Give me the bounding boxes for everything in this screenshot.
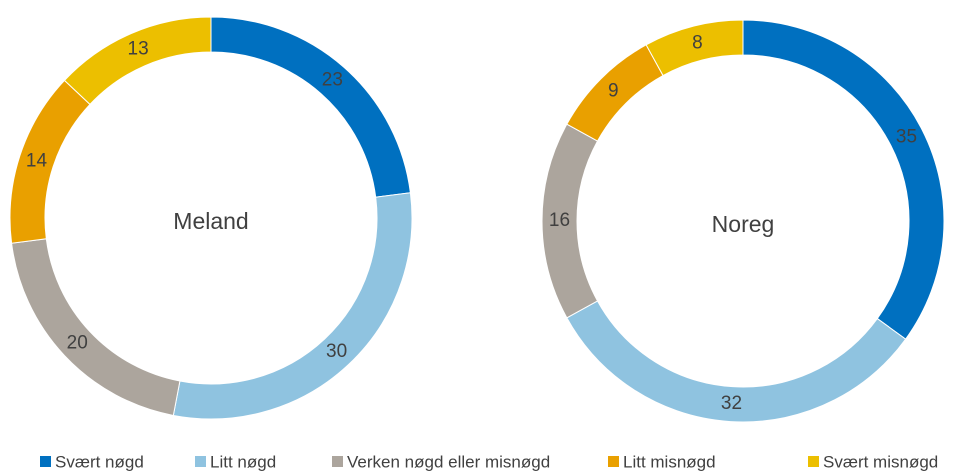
legend-label: Litt nøgd xyxy=(210,452,276,471)
donut-segment xyxy=(11,238,181,417)
data-label: 20 xyxy=(67,333,88,354)
donut-segment xyxy=(63,16,212,106)
data-label: 9 xyxy=(608,80,619,101)
legend-swatch xyxy=(195,456,206,467)
legend-swatch xyxy=(332,456,343,467)
data-label: 35 xyxy=(896,127,917,148)
donut-segment xyxy=(210,16,411,198)
data-label: 16 xyxy=(549,210,570,231)
legend-swatch xyxy=(808,456,819,467)
data-label: 30 xyxy=(326,341,347,362)
legend-label: Verken nøgd eller misnøgd xyxy=(347,452,550,471)
donut-segment xyxy=(645,19,744,77)
center-label: Meland xyxy=(173,208,248,234)
center-label: Noreg xyxy=(712,211,775,237)
donut-segment xyxy=(742,19,945,340)
data-label: 14 xyxy=(26,150,48,171)
donut-segment xyxy=(9,79,91,244)
data-label: 8 xyxy=(692,32,703,53)
legend-label: Svært misnøgd xyxy=(823,452,938,471)
legend-swatch xyxy=(608,456,619,467)
data-label: 13 xyxy=(128,39,149,60)
data-label: 32 xyxy=(721,393,742,414)
data-label: 23 xyxy=(322,69,343,90)
legend-label: Litt misnøgd xyxy=(623,452,716,471)
legend-swatch xyxy=(40,456,51,467)
legend-label: Svært nøgd xyxy=(55,452,144,471)
